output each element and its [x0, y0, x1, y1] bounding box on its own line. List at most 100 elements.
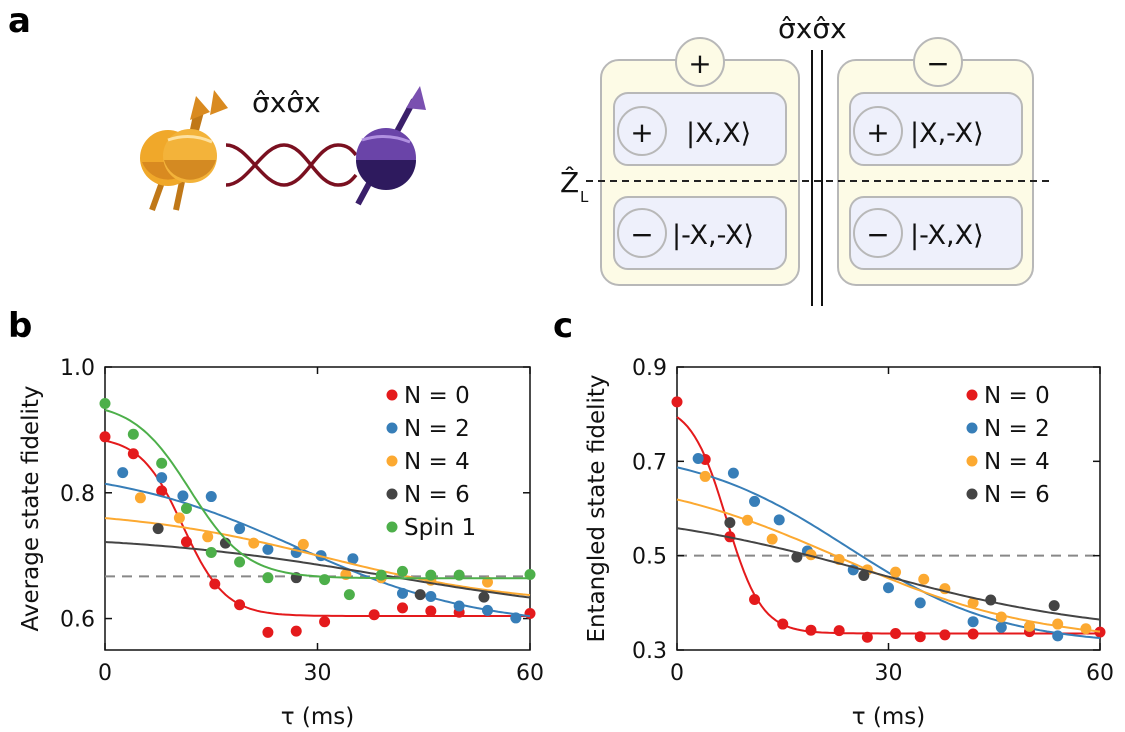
chart-c-xlabel: τ (ms) [852, 704, 926, 730]
coupling-label: σ̂xσ̂x [252, 86, 321, 119]
chart-b-point-series-0 [262, 626, 274, 638]
chart-b-point-series-3 [219, 537, 231, 549]
chart-c-point-series-3 [858, 569, 870, 581]
chart-c-point-series-2 [1080, 623, 1092, 635]
chart-b-point-series-0 [234, 599, 246, 611]
chart-c-point-series-2 [1024, 620, 1035, 632]
chart-c-point-series-0 [939, 629, 951, 641]
chart-b-point-series-4 [262, 572, 274, 584]
chart-b-point-series-0 [290, 625, 302, 637]
chart-b-point-series-1 [262, 543, 274, 555]
chart-c-point-series-2 [890, 566, 902, 578]
left-lower-sign: − [630, 218, 653, 251]
right-upper-sign: + [866, 116, 889, 149]
purple-spin-icon [355, 86, 426, 206]
chart-b-point-series-1 [397, 587, 408, 599]
chart-c-legend-marker-1 [966, 422, 978, 434]
logical-operator-label: Ẑ [560, 165, 579, 199]
chart-b-point-series-0 [319, 616, 331, 628]
chart-c-point-series-0 [914, 631, 926, 643]
chart-c-frame [676, 366, 1101, 651]
chart-c-fit-3 [676, 527, 1101, 621]
chart-b-point-series-2 [248, 537, 260, 549]
chart-b-point-series-4 [234, 556, 246, 568]
separator-label: σ̂xσ̂x [778, 12, 847, 45]
left-upper-ket: |X,X⟩ [686, 118, 751, 149]
chart-b-point-series-0 [209, 578, 221, 590]
chart-c-point-series-0 [890, 627, 902, 639]
chart-b-point-series-4 [319, 574, 331, 586]
chart-b-xtick-label: 60 [516, 661, 544, 686]
coupling-helix-icon [225, 143, 358, 187]
chart-b-point-series-1 [453, 600, 465, 612]
logical-operator-subscript: L [580, 188, 589, 206]
chart-c-legend-label-1: N = 2 [984, 416, 1050, 442]
chart-b-legend-label-4: Spin 1 [404, 515, 476, 541]
panel-c-letter: c [553, 306, 573, 346]
chart-c-xtick-label: 30 [875, 661, 903, 686]
chart-b-legend-label-2: N = 4 [404, 449, 470, 475]
chart-c-ytick-label: 0.5 [632, 545, 667, 570]
right-parity-box: − + |X,-X⟩ − |-X,X⟩ [837, 37, 1034, 286]
chart-b-point-series-2 [202, 531, 214, 543]
chart-c-point-series-1 [1052, 630, 1064, 642]
chart-c-point-series-0 [749, 594, 761, 606]
chart-c-xtick-label: 0 [670, 661, 684, 686]
chart-c-xtick-label: 60 [1086, 661, 1114, 686]
chart-c-ytick-label: 0.3 [632, 639, 667, 664]
chart-b-legend-marker-0 [386, 389, 398, 401]
chart-b-point-series-1 [347, 553, 359, 565]
chart-b-legend-marker-4 [386, 521, 398, 533]
chart-b-point-series-4 [425, 569, 437, 581]
separator-double-line [811, 50, 823, 306]
chart-b-point-series-1 [205, 491, 217, 503]
chart-b-legend-marker-3 [386, 488, 398, 500]
chart-c-point-series-0 [833, 625, 845, 637]
left-upper-sign: + [630, 116, 653, 149]
chart-c-ytick-label: 0.9 [632, 356, 667, 381]
left-lower-ket: |-X,-X⟩ [672, 220, 754, 251]
chart-c-legend-label-3: N = 6 [984, 482, 1050, 508]
chart-c-point-series-2 [967, 597, 979, 609]
chart-b-ytick-label: 0.8 [60, 482, 95, 507]
chart-b-point-series-1 [510, 612, 522, 624]
chart-c-point-series-1 [692, 453, 704, 465]
panel-a-letter: a [8, 1, 31, 41]
chart-b-legend-marker-2 [386, 455, 398, 467]
chart-c-point-series-0 [805, 624, 817, 636]
chart-c-point-series-0 [967, 628, 979, 640]
chart-b-point-series-4 [205, 547, 217, 559]
chart-b: 0.6 0.8 1.0 0 30 60 τ (ms) Average state fideli… [18, 356, 544, 730]
chart-b-xtick-label: 30 [304, 661, 332, 686]
chart-c-point-series-2 [742, 514, 753, 526]
chart-c-point-series-3 [1048, 600, 1060, 612]
chart-c-ytick-label: 0.7 [632, 450, 667, 475]
chart-b-point-series-1 [177, 490, 189, 502]
chart-c-point-series-1 [995, 621, 1007, 633]
chart-b-point-series-0 [99, 431, 111, 443]
chart-b-point-series-2 [297, 538, 309, 550]
chart-c-point-series-2 [699, 470, 711, 482]
chart-b-legend-label-3: N = 6 [404, 482, 470, 508]
chart-b-legend-label-0: N = 0 [404, 383, 470, 409]
chart-b-point-series-4 [375, 569, 387, 581]
chart-b-point-series-1 [425, 591, 437, 603]
chart-b-point-series-1 [117, 467, 129, 479]
chart-b-point-series-0 [397, 602, 408, 614]
chart-b-point-series-4 [524, 569, 536, 581]
chart-c-point-series-0 [671, 396, 683, 408]
chart-c-point-series-1 [727, 467, 739, 479]
left-parity-box: + + |X,X⟩ − |-X,-X⟩ [600, 37, 800, 286]
chart-c-point-series-0 [861, 631, 873, 643]
chart-b-point-series-0 [127, 448, 139, 460]
chart-b-point-series-4 [127, 428, 139, 440]
chart-b-xtick-label: 0 [98, 661, 112, 686]
chart-c-point-series-1 [914, 597, 926, 609]
chart-b-legend-label-1: N = 2 [404, 416, 470, 442]
chart-b-point-series-0 [524, 608, 536, 620]
chart-c-point-series-2 [918, 573, 930, 585]
chart-b-point-series-3 [478, 591, 490, 603]
left-box-sign: + [688, 47, 711, 80]
chart-b-point-series-4 [156, 457, 168, 469]
